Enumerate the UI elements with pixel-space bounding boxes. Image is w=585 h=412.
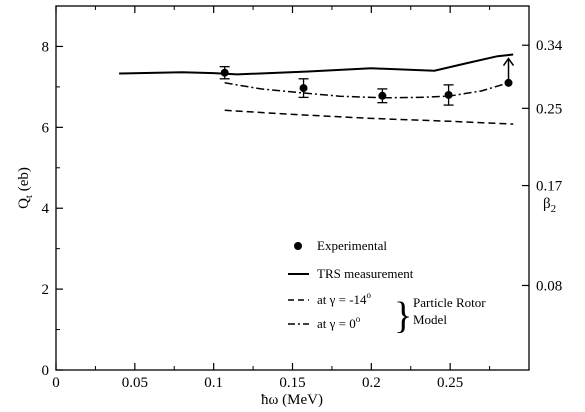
y-tick-label: 2	[42, 282, 50, 298]
legend-degree-symbol-1: o	[367, 290, 372, 300]
legend: Experimental TRS measurement at γ = -14o…	[288, 238, 486, 337]
legend-label-particle-rotor: Particle Rotor	[413, 295, 486, 310]
y2-axis-title-sub: 2	[551, 203, 557, 215]
legend-marker-experimental	[294, 242, 302, 250]
series-line-solid	[119, 53, 514, 76]
legend-label-experimental: Experimental	[317, 238, 387, 253]
experimental-point	[220, 68, 229, 77]
y-tick-label: 0	[42, 363, 50, 379]
y2-tick-label: 0.17	[536, 179, 563, 195]
x-tick-label: 0.2	[362, 375, 381, 391]
y-tick-label: 6	[42, 120, 50, 136]
experimental-points	[219, 57, 515, 106]
y-tick-label: 8	[42, 39, 50, 55]
series-line-dashdot	[224, 82, 509, 99]
y-axis-title: Qt (eb)	[16, 167, 35, 209]
legend-label-gamma-neg14: at γ = -14o	[317, 290, 372, 307]
series-curves	[119, 53, 514, 125]
y2-tick-label: 0.34	[536, 38, 563, 54]
experimental-point	[504, 78, 513, 87]
y2-tick-label: 0.25	[536, 101, 562, 117]
x-tick-label: 0.15	[279, 375, 305, 391]
y-tick-label: 4	[42, 201, 50, 217]
experimental-point	[299, 84, 308, 93]
plot-frame	[55, 5, 530, 371]
y-axis-title-unit: (eb)	[16, 167, 32, 195]
y2-axis-title: β2	[543, 196, 556, 215]
axis-ticks: 0 0.05 0.1 0.15 0.2 0.25 0 2 4 6 8 0.08 0.17 0.25 0.34	[42, 6, 563, 391]
legend-degree-symbol-2: o	[356, 314, 361, 324]
y-axis-title-sub: t	[23, 195, 35, 198]
lower-limit-arrow-head	[502, 57, 515, 67]
series-line-dashed	[224, 109, 514, 125]
y-axis-title-main: Q	[16, 198, 32, 209]
y2-tick-label: 0.08	[536, 278, 562, 294]
y2-axis-title-main: β	[543, 196, 551, 212]
x-tick-label: 0.1	[204, 375, 223, 391]
legend-label-model: Model	[413, 312, 447, 327]
experimental-point	[444, 90, 453, 99]
x-tick-label: 0.25	[437, 375, 463, 391]
legend-label-gamma-neg14-text: at γ = -14	[317, 292, 367, 307]
legend-label-trs: TRS measurement	[317, 266, 414, 281]
legend-label-gamma-0: at γ = 0o	[317, 314, 361, 331]
legend-label-gamma-0-text: at γ = 0	[317, 316, 356, 331]
x-tick-label: 0	[52, 375, 60, 391]
x-axis-title: ħω (MeV)	[261, 392, 323, 408]
experimental-point	[378, 91, 387, 100]
x-tick-label: 0.05	[122, 375, 148, 391]
legend-brace: }	[394, 295, 412, 337]
